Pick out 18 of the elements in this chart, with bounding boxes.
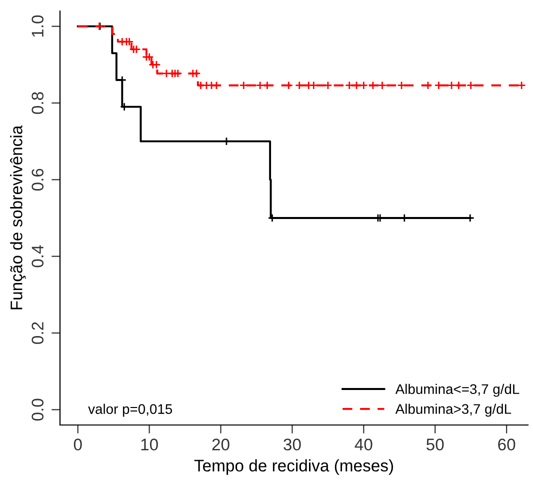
x-tick-label: 0 <box>74 438 82 450</box>
y-tick-label: 0.4 <box>32 245 44 268</box>
annotation: valor p=0,015 <box>88 404 172 417</box>
x-tick-label: 40 <box>354 438 372 450</box>
legend-label: Albumina>3,7 g/dL <box>395 404 512 417</box>
y-tick-label: 1.0 <box>32 15 44 37</box>
legend-label: Albumina<=3,7 g/dL <box>395 384 520 397</box>
y-axis-title: Função de sobrevivência <box>10 125 26 310</box>
y-tick-label: 0.6 <box>32 168 44 191</box>
x-tick-label: 10 <box>141 438 158 450</box>
x-tick-label: 30 <box>284 438 301 450</box>
x-tick-label: 50 <box>426 438 444 450</box>
x-tick-label: 20 <box>212 438 230 450</box>
x-axis-title: Tempo de recidiva (meses) <box>194 459 394 475</box>
y-tick-label: 0.2 <box>32 322 44 344</box>
y-tick-label: 0.8 <box>32 92 44 114</box>
x-tick-label: 60 <box>498 438 516 450</box>
y-tick-label: 0.0 <box>32 398 44 421</box>
